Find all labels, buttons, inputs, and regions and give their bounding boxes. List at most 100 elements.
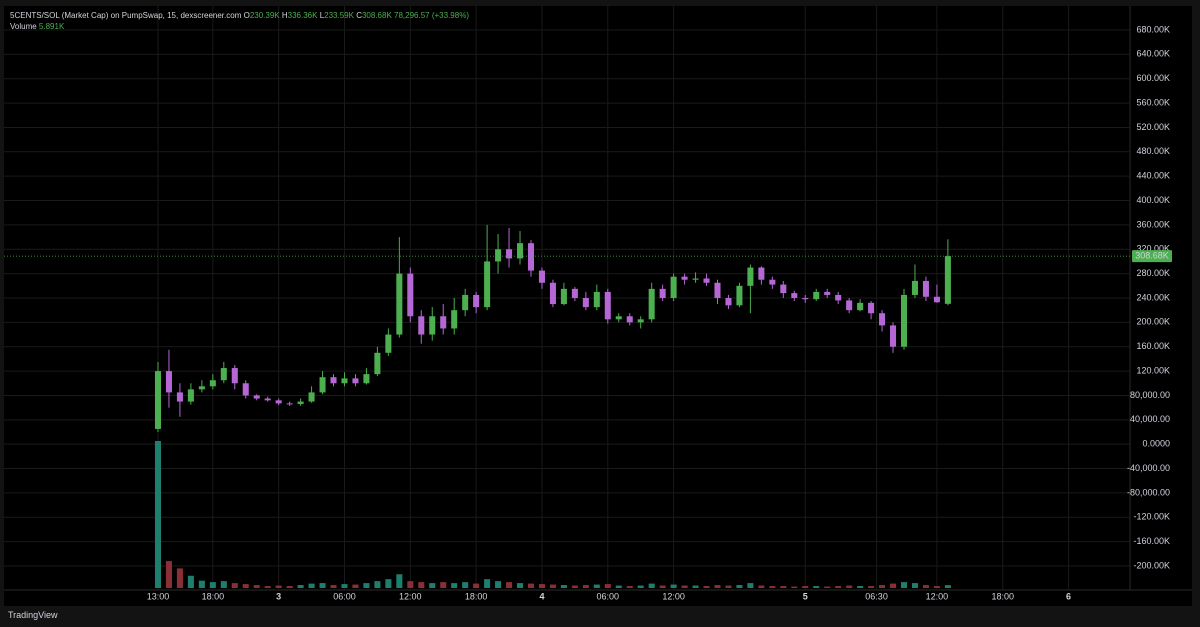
volume-bar — [725, 585, 732, 588]
volume-bar — [857, 586, 864, 588]
y-tick-label: -40,000.00 — [1127, 463, 1170, 473]
volume-bar — [495, 581, 502, 588]
candle-body — [451, 310, 458, 329]
y-tick-label: 440.00K — [1136, 171, 1170, 181]
candle-body — [868, 302, 875, 314]
volume-bar — [911, 583, 918, 588]
volume-bar — [308, 583, 315, 588]
volume-bar — [462, 582, 469, 588]
volume-bar — [758, 585, 765, 588]
candle-body — [176, 392, 183, 402]
volume-row: Volume 5.891K — [10, 21, 469, 32]
change: 78,296.57 (+33.98%) — [394, 11, 469, 20]
candle-body — [659, 288, 666, 298]
volume-bar — [736, 585, 743, 588]
candle-body — [220, 368, 227, 381]
volume-bar — [813, 586, 820, 588]
volume-bar — [890, 583, 897, 588]
volume-bar — [506, 582, 513, 588]
candle-body — [297, 401, 304, 404]
candle-body — [769, 279, 776, 285]
candle-body — [736, 285, 743, 306]
volume-bar — [769, 586, 776, 588]
volume-bar — [659, 585, 666, 588]
candle-body — [275, 400, 282, 404]
candle-body — [681, 276, 688, 280]
candle-body — [429, 316, 436, 335]
candle-body — [879, 313, 886, 326]
candle-body — [385, 334, 392, 353]
y-tick-label: 360.00K — [1136, 219, 1170, 229]
x-tick-label: 5 — [803, 591, 808, 601]
y-tick-label: 40,000.00 — [1130, 414, 1170, 424]
y-tick-label: 320.00K — [1136, 244, 1170, 254]
candle-body — [198, 386, 205, 390]
x-tick-label: 06:00 — [333, 591, 356, 601]
volume-bar — [835, 586, 842, 588]
candle-body — [396, 273, 403, 335]
volume-bar — [560, 585, 567, 588]
volume-bar — [231, 583, 238, 588]
candle-body — [890, 325, 897, 347]
ohlc-key: O — [243, 11, 250, 20]
ohlc-value: 230.39K — [249, 11, 280, 20]
candle-body — [253, 395, 260, 399]
volume-bar — [900, 582, 908, 588]
candle-body — [802, 297, 809, 300]
volume-bar — [714, 585, 721, 588]
volume-bar — [879, 585, 886, 588]
candle-body — [538, 270, 545, 283]
volume-bar — [352, 584, 359, 588]
ohlc-value: 336.36K — [287, 11, 318, 20]
candle-body — [517, 243, 524, 259]
volume-bar — [374, 581, 381, 588]
volume-bar — [297, 585, 304, 588]
candle-body — [462, 294, 469, 311]
candle-body — [165, 371, 172, 393]
volume-bar — [242, 584, 249, 588]
volume-bar — [418, 582, 425, 588]
volume-bar — [922, 585, 929, 588]
candle-body — [495, 249, 502, 262]
candle-body — [209, 380, 216, 387]
header-row: 5CENTS/SOL (Market Cap) on PumpSwap, 15,… — [10, 10, 469, 21]
volume-bar — [626, 586, 633, 588]
volume-bar — [165, 561, 172, 588]
volume-bar — [187, 575, 194, 588]
volume-bar — [933, 586, 940, 588]
volume-bar — [517, 583, 524, 588]
volume-bar — [319, 583, 326, 588]
candle-body — [714, 282, 721, 298]
candle-body — [835, 294, 842, 301]
ohlc-key: C — [356, 11, 362, 20]
y-tick-label: 480.00K — [1136, 146, 1170, 156]
candle-body — [692, 278, 699, 280]
candle-body — [703, 278, 710, 283]
candle-body — [900, 294, 908, 347]
volume-bar — [484, 579, 491, 588]
y-tick-label: 400.00K — [1136, 195, 1170, 205]
candle-body — [308, 392, 315, 402]
candle-body — [857, 302, 864, 311]
candle-body — [626, 316, 633, 323]
volume-label: Volume — [10, 22, 37, 31]
volume-value: 5.891K — [38, 22, 65, 31]
y-tick-label: -120.00K — [1133, 512, 1170, 522]
candle-body — [725, 297, 732, 306]
brand: TradingView — [8, 610, 58, 620]
y-tick-label: 120.00K — [1136, 365, 1170, 375]
volume-bar — [648, 583, 655, 588]
candle-body — [780, 284, 787, 294]
candle-body — [352, 378, 359, 384]
volume-bar — [571, 585, 578, 588]
x-tick-label: 3 — [276, 591, 281, 601]
candle-body — [363, 374, 370, 384]
candle-body — [824, 291, 831, 295]
x-tick-label: 6 — [1066, 591, 1071, 601]
candle-body — [747, 267, 754, 286]
volume-bar — [780, 586, 787, 588]
candle-body — [637, 319, 644, 323]
candle-body — [911, 280, 918, 295]
candle-body — [506, 249, 513, 259]
